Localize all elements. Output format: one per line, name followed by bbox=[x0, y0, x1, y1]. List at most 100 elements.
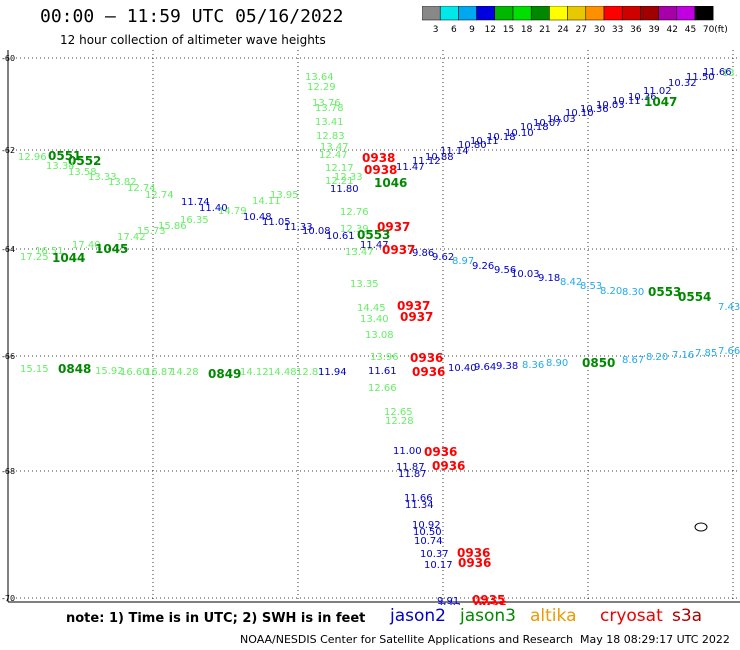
wave-height-label: 13.34 bbox=[46, 161, 75, 172]
wave-height-label: 12.96 bbox=[18, 152, 47, 163]
colorbar-tick-label: 33 bbox=[612, 25, 623, 35]
colorbar-swatch bbox=[458, 6, 477, 21]
wave-height-label: 8.53 bbox=[580, 281, 602, 292]
wave-height-label: 10.61 bbox=[326, 231, 355, 242]
wave-height-label: 10.03 bbox=[511, 269, 540, 280]
wave-height-label: 16.87 bbox=[145, 367, 174, 378]
wave-height-label: 15.92 bbox=[95, 366, 124, 377]
colorbar-swatch bbox=[640, 6, 659, 21]
wave-height-label: 11.47 bbox=[396, 162, 425, 173]
wave-height-label: 16.60 bbox=[120, 367, 149, 378]
wave-height-label: 11.87 bbox=[396, 462, 425, 473]
wave-height-label: 10.40 bbox=[448, 363, 477, 374]
pass-time-label: 0850 bbox=[582, 356, 615, 370]
map-plot: -105-102-99-96-93-90-60-62-64-66-68-7013… bbox=[2, 50, 740, 605]
legend-jason3: jason3 bbox=[460, 606, 516, 626]
wave-height-label: 11.61 bbox=[368, 366, 397, 377]
wave-height-label: 7.85 bbox=[695, 348, 717, 359]
wave-height-label: 9.64 bbox=[474, 362, 496, 373]
wave-height-label: 11.40 bbox=[199, 203, 228, 214]
pass-time-label: 0936 bbox=[432, 459, 465, 473]
wave-height-label: 13.78 bbox=[315, 103, 344, 114]
colorbar-swatch bbox=[585, 6, 605, 21]
wave-height-label: 13.95 bbox=[270, 190, 299, 201]
colorbar-tick-label: 18 bbox=[521, 25, 533, 35]
wave-height-label: 12.29 bbox=[307, 82, 336, 93]
wave-height-label: 11.66 bbox=[703, 67, 732, 78]
lat-tick-label: -68 bbox=[2, 467, 15, 476]
colorbar-swatch bbox=[549, 6, 568, 21]
pass-time-label: 0935 bbox=[474, 599, 507, 605]
colorbar-tick-label: 24 bbox=[557, 25, 569, 35]
colorbar-swatch bbox=[530, 6, 550, 21]
legend-jason2: jason2 bbox=[390, 606, 446, 626]
wave-height-label: 10.11 bbox=[470, 136, 499, 147]
pass-time-label: 0552 bbox=[68, 154, 101, 168]
page-title: 00:00 – 11:59 UTC 05/16/2022 bbox=[40, 6, 344, 27]
wave-height-label: 13.08 bbox=[365, 330, 394, 341]
wave-height-label: 9.18 bbox=[538, 273, 560, 284]
colorbar: 3 6 9 12 15 18 21 24 27 30 33 36 39 42 45 70 (ft) bbox=[422, 6, 728, 35]
wave-height-label: 11.33 bbox=[284, 222, 313, 233]
legend-s3a: s3a bbox=[672, 606, 703, 626]
colorbar-tick-label: 70 bbox=[703, 25, 715, 35]
wave-height-label: 12.83 bbox=[316, 131, 345, 142]
wave-height-label: 9.26 bbox=[472, 261, 494, 272]
wave-height-label: 7.66 bbox=[718, 346, 740, 357]
pass-time-label: 1045 bbox=[95, 242, 128, 256]
colorbar-tick-label: 21 bbox=[539, 25, 550, 35]
wave-height-label: 8.36 bbox=[522, 360, 544, 371]
colorbar-swatch bbox=[494, 6, 514, 21]
wave-height-label: 13.64 bbox=[305, 72, 334, 83]
colorbar-tick-label: 3 bbox=[433, 25, 439, 35]
pass-time-label: 0938 bbox=[364, 163, 397, 177]
colorbar-swatch bbox=[603, 6, 623, 21]
wave-height-label: 11.74 bbox=[181, 197, 210, 208]
wave-height-label: 14.79 bbox=[218, 206, 247, 217]
wave-height-label: 9.86 bbox=[412, 248, 434, 259]
wave-height-label: 13.47 bbox=[320, 142, 349, 153]
wave-height-label: 8.42 bbox=[560, 277, 582, 288]
wave-height-label: 10.36 bbox=[580, 104, 609, 115]
wave-height-label: 10.07 bbox=[533, 118, 562, 129]
pass-time-label: 0937 bbox=[377, 220, 410, 234]
wave-height-label: 7.16 bbox=[672, 350, 694, 361]
wave-height-label: 7.43 bbox=[718, 302, 740, 313]
wave-height-label: 12.74 bbox=[127, 183, 156, 194]
wave-height-label: 10.11 bbox=[612, 96, 641, 107]
colorbar-unit-label: (ft) bbox=[714, 25, 728, 35]
wave-height-label: 10.37 bbox=[420, 549, 449, 560]
wave-height-label: 13.58 bbox=[68, 167, 97, 178]
wave-height-label: 12.76 bbox=[340, 207, 369, 218]
colorbar-tick-label: 36 bbox=[630, 25, 642, 35]
pass-time-label: 0849 bbox=[208, 367, 241, 381]
wave-height-label: 11.50 bbox=[686, 72, 715, 83]
wave-height-label: 8.30 bbox=[622, 287, 644, 298]
pass-time-label: 0937 bbox=[382, 243, 415, 257]
wave-height-label: 17.42 bbox=[117, 232, 146, 243]
wave-height-label: 17.40 bbox=[72, 240, 101, 251]
colorbar-tick-label: 39 bbox=[648, 25, 660, 35]
legend-cryosat: cryosat bbox=[600, 606, 663, 626]
wave-height-label: 9.56 bbox=[494, 265, 516, 276]
wave-height-label: 10.03 bbox=[547, 114, 576, 125]
wave-height-label: 12.28 bbox=[385, 416, 414, 427]
wave-height-label: 8.20 bbox=[600, 286, 622, 297]
pass-time-label: 1046 bbox=[374, 176, 407, 190]
pass-time-label: 0936 bbox=[410, 351, 443, 365]
wave-height-label: 11.12 bbox=[412, 156, 441, 167]
wave-height-label: 12.74 bbox=[145, 190, 174, 201]
wave-height-label: 13.76 bbox=[312, 98, 341, 109]
pass-time-label: 0937 bbox=[400, 310, 433, 324]
legend-altika: altika bbox=[530, 606, 577, 626]
pass-time-label: 0938 bbox=[362, 151, 395, 165]
wave-height-label: 10.32 bbox=[668, 78, 697, 89]
lat-tick-label: -70 bbox=[2, 594, 15, 603]
wave-height-label: 15.15 bbox=[20, 364, 49, 375]
wave-height-label: 11.87 bbox=[398, 469, 427, 480]
wave-height-label: 10.18 bbox=[520, 122, 549, 133]
wave-height-label: 12.81 bbox=[296, 367, 325, 378]
wave-height-label: 9.62 bbox=[432, 252, 454, 263]
colorbar-swatch bbox=[439, 6, 459, 21]
wave-height-label: 11.02 bbox=[643, 86, 672, 97]
